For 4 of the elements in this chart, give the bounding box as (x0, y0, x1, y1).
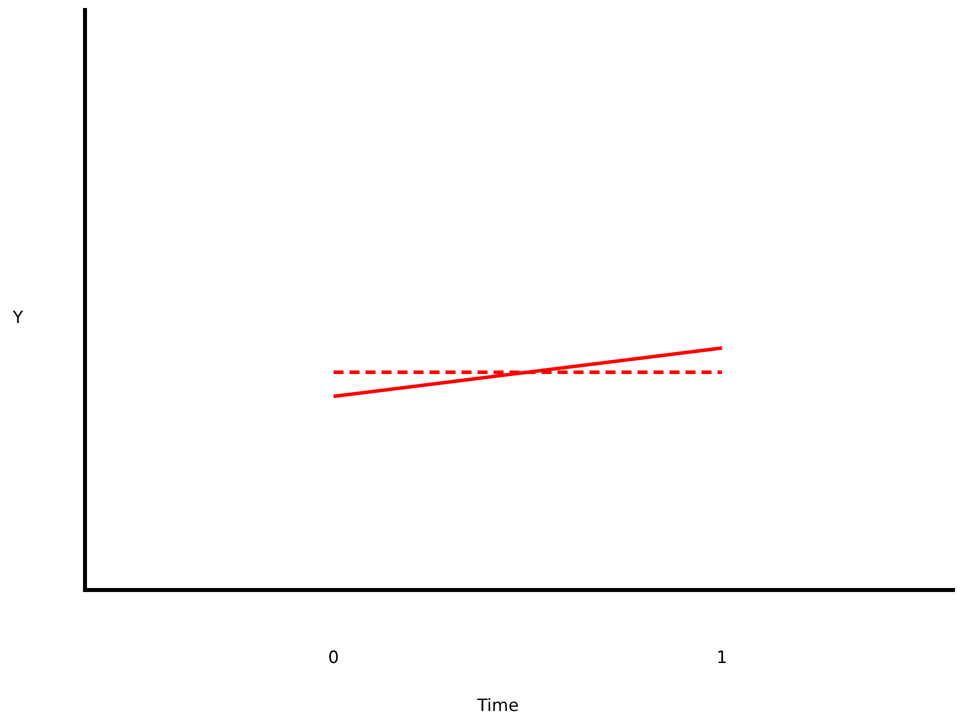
x-axis-title: Time (476, 696, 519, 716)
x-tick-label: 1 (716, 648, 728, 668)
x-tick-label: 0 (328, 648, 339, 668)
y-axis-title: Y (12, 308, 24, 328)
